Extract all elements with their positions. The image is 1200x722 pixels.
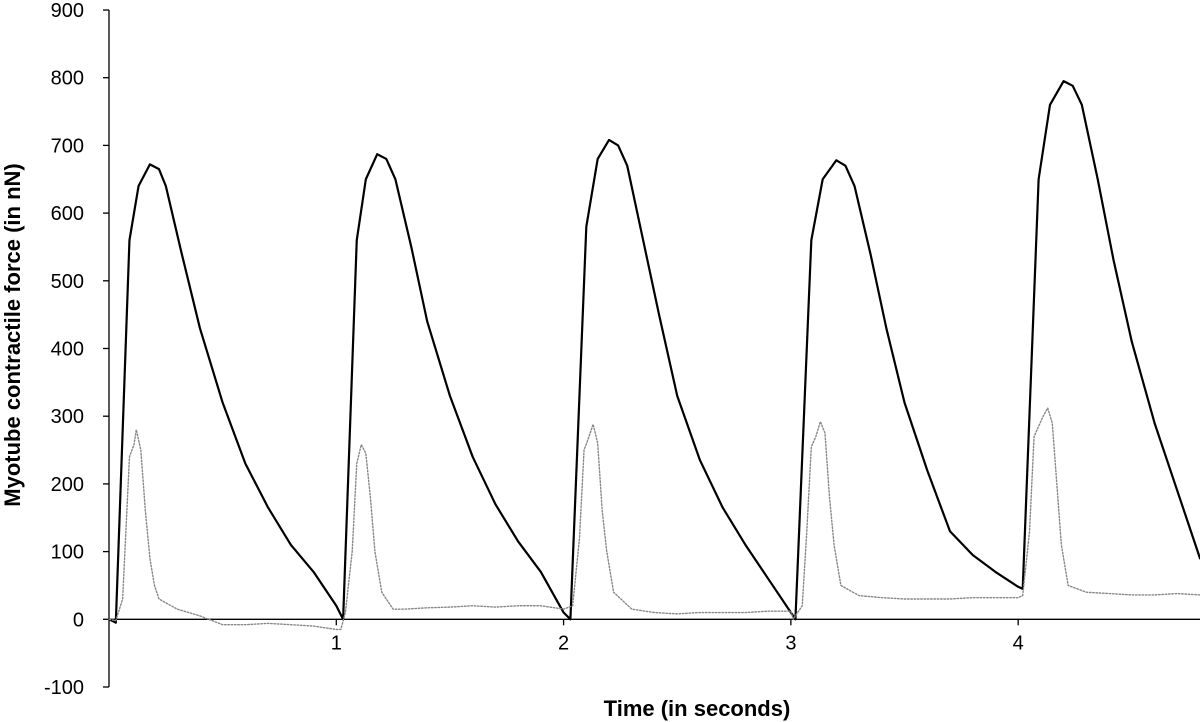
series-line-solid [107,79,1200,624]
x-tick-label: 4 [1013,632,1024,654]
x-axis-title: Time (in seconds) [604,696,791,721]
y-tick-label: 700 [51,135,84,157]
y-tick-label: 800 [51,68,84,90]
axes [108,10,1200,687]
y-axis-title: Myotube contractile force (in nN) [0,163,25,506]
series-line-dotted [108,407,1200,631]
y-tick-label: 100 [51,542,84,564]
x-tick-label: 1 [331,632,342,654]
y-tick-label: -100 [44,677,84,699]
y-axis-ticks: -100 0 100 200 300 400 500 600 700 800 900 [44,0,109,699]
y-tick-label: 600 [51,203,84,225]
x-tick-label: 3 [785,632,796,654]
y-tick-label: 900 [51,0,84,22]
series-group [107,79,1200,631]
y-tick-label: 200 [51,474,84,496]
y-tick-label: 300 [51,406,84,428]
y-tick-label: 500 [51,271,84,293]
y-tick-label: 0 [73,609,84,631]
x-axis-ticks: 1 2 3 4 [331,619,1024,654]
y-tick-label: 400 [51,339,84,361]
x-tick-label: 2 [558,632,569,654]
